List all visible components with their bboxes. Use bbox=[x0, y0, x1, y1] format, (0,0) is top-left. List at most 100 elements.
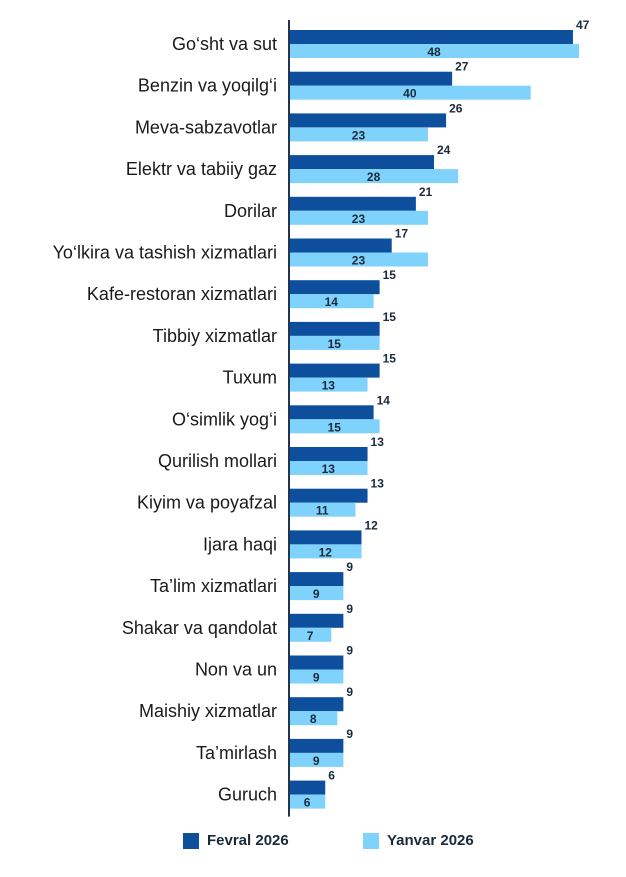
bar-series-1 bbox=[289, 697, 344, 712]
value-label-series-1: 14 bbox=[377, 393, 391, 407]
category-label: Ta’lim xizmatlari bbox=[150, 576, 277, 596]
value-label-series-2: 40 bbox=[403, 87, 417, 101]
bar-series-2 bbox=[289, 377, 368, 392]
bar-series-1 bbox=[289, 321, 380, 336]
value-label-series-1: 24 bbox=[437, 143, 451, 157]
value-label-series-2: 15 bbox=[328, 337, 342, 351]
value-label-series-2: 48 bbox=[427, 45, 441, 59]
legend: Fevral 2026 Yanvar 2026 bbox=[0, 832, 626, 856]
value-label-series-2: 12 bbox=[319, 545, 333, 559]
legend-label-series-1: Fevral 2026 bbox=[207, 832, 289, 849]
category-label: Shakar va qandolat bbox=[122, 618, 277, 638]
category-label: Meva-sabzavotlar bbox=[135, 117, 277, 137]
value-label-series-2: 13 bbox=[322, 379, 336, 393]
bar-series-1 bbox=[289, 113, 447, 128]
bar-series-2 bbox=[289, 461, 368, 475]
value-label-series-1: 15 bbox=[383, 310, 397, 324]
category-label: Benzin va yoqilg‘i bbox=[138, 76, 277, 96]
bar-series-2 bbox=[289, 44, 579, 58]
value-label-series-1: 27 bbox=[455, 60, 469, 74]
bar-series-2 bbox=[289, 794, 326, 809]
legend-item-series-2: Yanvar 2026 bbox=[363, 832, 474, 849]
bar-series-2 bbox=[289, 210, 428, 225]
bar-series-2 bbox=[289, 586, 344, 601]
bar-series-2 bbox=[289, 169, 459, 184]
category-label: Guruch bbox=[218, 785, 277, 805]
value-label-series-2: 9 bbox=[313, 671, 320, 685]
bar-series-1 bbox=[289, 780, 326, 795]
bar-series-2 bbox=[289, 252, 428, 267]
legend-item-series-1: Fevral 2026 bbox=[183, 832, 289, 849]
bar-series-2 bbox=[289, 711, 338, 726]
value-label-series-2: 9 bbox=[313, 587, 320, 601]
category-label: Ijara haqi bbox=[203, 534, 277, 554]
bar-series-1 bbox=[289, 238, 392, 253]
bars bbox=[289, 30, 579, 809]
category-label: Ta’mirlash bbox=[196, 743, 277, 763]
value-label-series-2: 11 bbox=[316, 504, 329, 518]
value-label-series-2: 8 bbox=[310, 712, 317, 726]
value-label-series-1: 21 bbox=[419, 185, 433, 199]
bar-series-2 bbox=[289, 544, 362, 559]
category-labels: Go‘sht va sut Benzin va yoqilg‘i Meva-sabz… bbox=[53, 34, 277, 805]
value-label-series-1: 9 bbox=[346, 685, 353, 699]
value-label-series-2: 14 bbox=[325, 295, 339, 309]
value-label-series-2: 23 bbox=[352, 212, 366, 226]
bar-series-1 bbox=[289, 30, 573, 44]
bar-series-2 bbox=[289, 419, 380, 434]
value-label-series-1: 15 bbox=[383, 352, 397, 366]
bar-series-1 bbox=[289, 530, 362, 545]
bar-series-1 bbox=[289, 71, 453, 86]
value-label-series-1: 15 bbox=[383, 268, 397, 282]
bar-series-1 bbox=[289, 572, 344, 587]
bar-series-1 bbox=[289, 196, 416, 211]
value-label-series-1: 13 bbox=[371, 435, 385, 449]
value-label-series-2: 9 bbox=[313, 754, 320, 768]
category-label: Yo‘lkira va tashish xizmatlari bbox=[53, 243, 277, 263]
bar-series-1 bbox=[289, 363, 380, 378]
bar-series-1 bbox=[289, 155, 434, 170]
category-label: Non va un bbox=[195, 660, 277, 680]
category-label: Kafe-restoran xizmatlari bbox=[87, 284, 277, 304]
value-label-series-2: 13 bbox=[322, 462, 336, 476]
category-label: Elektr va tabiiy gaz bbox=[126, 159, 277, 179]
legend-swatch-series-2 bbox=[363, 832, 379, 849]
bar-series-2 bbox=[289, 669, 344, 684]
value-label-series-2: 7 bbox=[307, 629, 314, 643]
legend-label-series-2: Yanvar 2026 bbox=[387, 832, 474, 849]
category-label: Kiyim va poyafzal bbox=[137, 493, 277, 513]
bar-series-2 bbox=[289, 85, 531, 100]
bar-series-2 bbox=[289, 502, 356, 517]
value-label-series-1: 9 bbox=[346, 560, 353, 574]
legend-swatch-series-1 bbox=[183, 832, 199, 849]
category-label: Go‘sht va sut bbox=[172, 34, 277, 54]
category-label: Tuxum bbox=[223, 368, 277, 388]
value-label-series-2: 23 bbox=[352, 128, 366, 142]
value-label-series-1: 12 bbox=[365, 518, 379, 532]
value-label-series-1: 9 bbox=[346, 727, 353, 741]
category-label: Qurilish mollari bbox=[158, 451, 277, 471]
value-labels: 47 48 27 40 26 23 24 28 21 23 17 23 15 14 15 15 15 13 14 15… bbox=[304, 18, 590, 810]
category-label: Tibbiy xizmatlar bbox=[153, 326, 277, 346]
value-label-series-2: 23 bbox=[352, 254, 366, 268]
value-label-series-2: 6 bbox=[304, 796, 311, 810]
bar-series-1 bbox=[289, 447, 368, 461]
value-label-series-1: 17 bbox=[395, 227, 409, 241]
bar-series-1 bbox=[289, 405, 374, 420]
bar-series-2 bbox=[289, 752, 344, 767]
bar-series-2 bbox=[289, 294, 374, 309]
category-label: O‘simlik yog‘i bbox=[172, 409, 277, 429]
value-label-series-2: 28 bbox=[367, 170, 381, 184]
value-label-series-1: 9 bbox=[346, 602, 353, 616]
category-label: Dorilar bbox=[224, 201, 277, 221]
value-label-series-1: 9 bbox=[346, 644, 353, 658]
value-label-series-1: 47 bbox=[576, 18, 590, 32]
bar-series-1 bbox=[289, 280, 380, 295]
value-label-series-1: 26 bbox=[449, 101, 463, 115]
bar-series-2 bbox=[289, 335, 380, 350]
bar-series-1 bbox=[289, 488, 368, 503]
bar-chart: Go‘sht va sut Benzin va yoqilg‘i Meva-sabz… bbox=[53, 18, 590, 817]
category-label: Maishiy xizmatlar bbox=[139, 701, 277, 721]
value-label-series-1: 13 bbox=[371, 477, 385, 491]
bar-series-2 bbox=[289, 127, 428, 142]
